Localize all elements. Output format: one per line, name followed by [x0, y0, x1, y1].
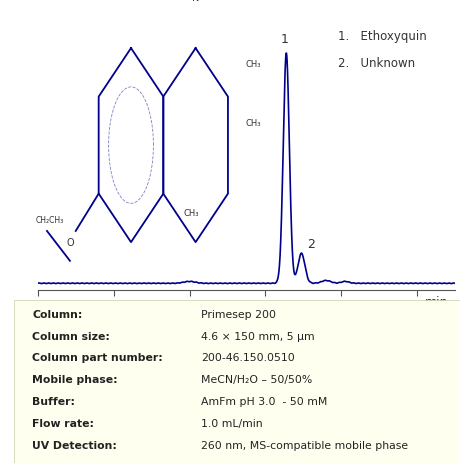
Text: Flow rate:: Flow rate:: [32, 419, 94, 429]
Text: Column size:: Column size:: [32, 332, 110, 342]
Text: 1.0 mL/min: 1.0 mL/min: [201, 419, 263, 429]
Text: 260 nm, MS-compatible mobile phase: 260 nm, MS-compatible mobile phase: [201, 441, 409, 451]
FancyBboxPatch shape: [14, 300, 460, 463]
Text: Buffer:: Buffer:: [32, 397, 75, 407]
Text: 2.   Unknown: 2. Unknown: [338, 57, 415, 70]
Text: O: O: [66, 238, 74, 248]
Text: Primesep 200: Primesep 200: [201, 310, 276, 320]
Text: Mobile phase:: Mobile phase:: [32, 375, 118, 385]
Text: 1.   Ethoxyquin: 1. Ethoxyquin: [338, 29, 427, 43]
Text: AmFm pH 3.0  - 50 mM: AmFm pH 3.0 - 50 mM: [201, 397, 328, 407]
Text: Column part number:: Column part number:: [32, 353, 163, 364]
Text: 2: 2: [307, 238, 315, 251]
Text: min: min: [425, 296, 449, 309]
Text: CH₃: CH₃: [183, 209, 199, 218]
Text: CH₂CH₃: CH₂CH₃: [36, 217, 64, 226]
Text: UV Detection:: UV Detection:: [32, 441, 117, 451]
Text: 4.6 × 150 mm, 5 μm: 4.6 × 150 mm, 5 μm: [201, 332, 315, 342]
Text: Column:: Column:: [32, 310, 82, 320]
Text: H
N: H N: [192, 0, 199, 3]
Text: 200-46.150.0510: 200-46.150.0510: [201, 353, 295, 364]
Text: MeCN/H₂O – 50/50%: MeCN/H₂O – 50/50%: [201, 375, 313, 385]
Text: 1: 1: [281, 33, 288, 46]
Text: CH₃: CH₃: [245, 119, 261, 128]
Text: CH₃: CH₃: [245, 60, 261, 69]
